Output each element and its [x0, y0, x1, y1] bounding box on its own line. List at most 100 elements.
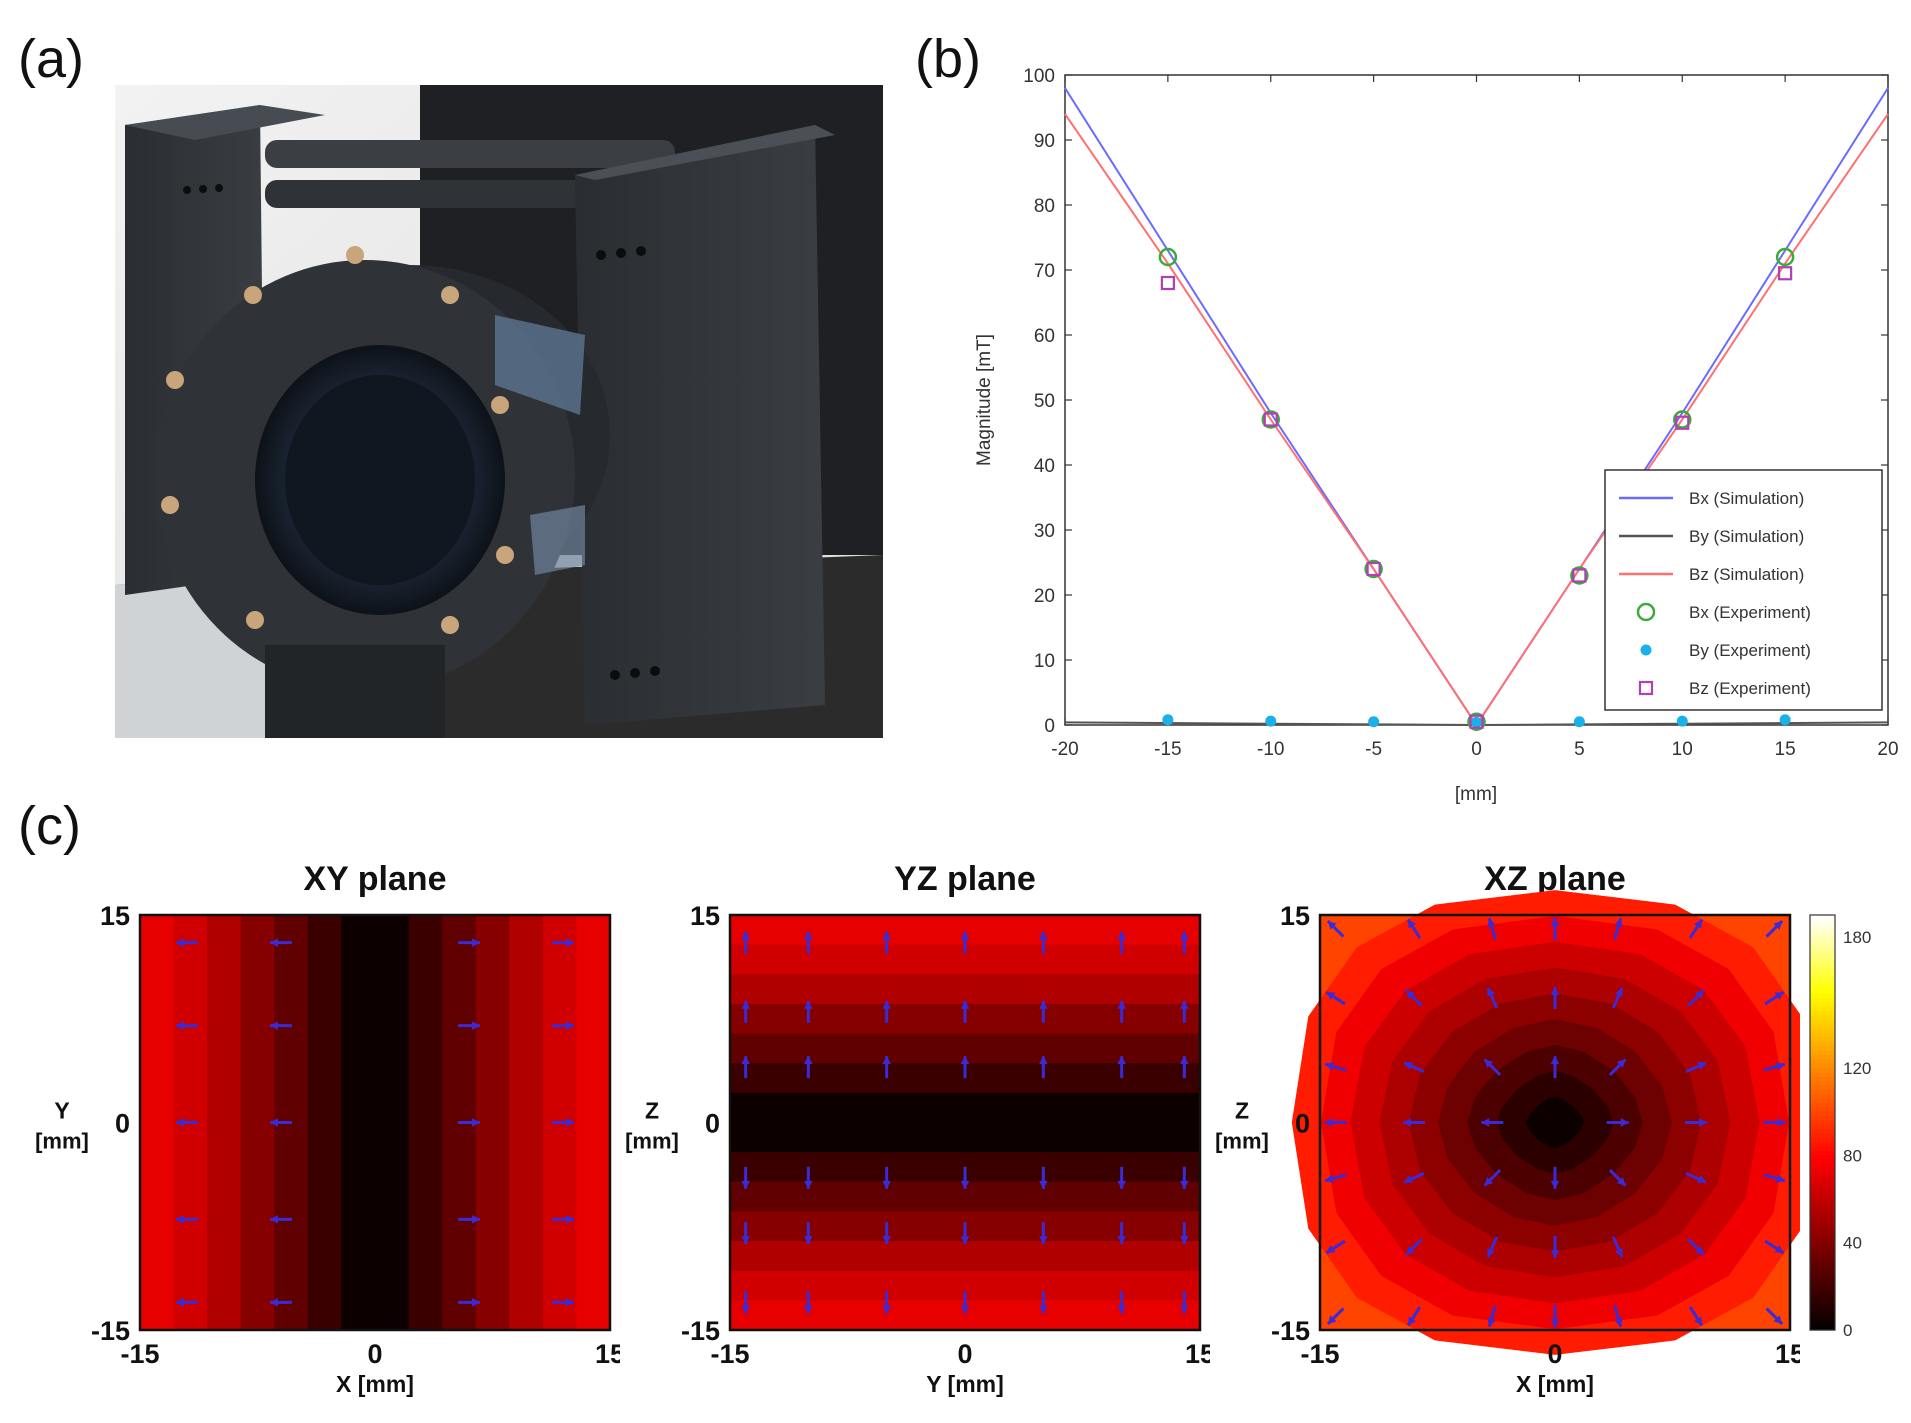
colorbar-step	[1810, 1133, 1835, 1139]
field-arrow-head	[1550, 1250, 1560, 1258]
colorbar-step	[1810, 1046, 1835, 1052]
colorbar-step	[1810, 1102, 1835, 1108]
colorbar-step	[1810, 1238, 1835, 1244]
x-tick-label: 15	[595, 1339, 620, 1369]
field-arrow-head	[1776, 1062, 1785, 1071]
heatmap-title: XY plane	[304, 860, 447, 898]
colorbar-step	[1810, 1212, 1835, 1218]
y-axis-unit: [mm]	[1215, 1129, 1269, 1154]
panel-label-b: (b)	[915, 29, 981, 89]
field-arrow-head	[1697, 1061, 1707, 1070]
field-arrow-head	[1117, 1236, 1126, 1245]
heatmap-frame	[1318, 913, 1792, 1332]
x-tick-label: -5	[1365, 739, 1382, 760]
colorbar-step	[1810, 989, 1835, 995]
y-tick-label: 20	[1034, 586, 1055, 607]
point-bx-experiment	[1467, 712, 1486, 731]
field-arrow-head	[176, 1215, 184, 1224]
colorbar-tick-label: 80	[1843, 1146, 1862, 1165]
colorbar-step	[1810, 949, 1835, 955]
field-arrow-head	[1039, 1180, 1048, 1189]
field-arrow-head	[1616, 1176, 1626, 1186]
colorbar-step	[1810, 1281, 1835, 1287]
colorbar-step	[1810, 1198, 1835, 1204]
field-arrow-head	[1180, 931, 1189, 940]
colorbar-step	[1810, 1059, 1835, 1065]
field-arrows	[741, 931, 1189, 1314]
field-arrow-head	[882, 1305, 891, 1314]
colorbar-step	[1810, 932, 1835, 938]
y-axis-label: Z	[1235, 1098, 1249, 1124]
colorbar-step	[1810, 941, 1835, 947]
y-axis-label: Z	[645, 1098, 659, 1124]
colorbar-step	[1810, 1063, 1835, 1069]
heatmap-band	[509, 915, 544, 1330]
field-arrow-head	[1325, 1062, 1334, 1071]
field-arrow-head	[1327, 1315, 1337, 1324]
colorbar-step	[1810, 1264, 1835, 1270]
field-arrow-head	[270, 1021, 278, 1030]
colorbar-step	[1810, 1220, 1835, 1226]
field-arrow-head	[1408, 919, 1416, 929]
field-arrow-head	[1694, 919, 1702, 929]
field-arrow-head	[1039, 1000, 1048, 1009]
colorbar-step	[1810, 1037, 1835, 1043]
colorbar-step	[1810, 1024, 1835, 1030]
y-tick-label: 15	[1280, 901, 1310, 931]
heatmap-band	[341, 915, 376, 1330]
heatmap-band	[576, 915, 611, 1330]
y-axis-unit: [mm]	[35, 1129, 89, 1154]
legend-box	[1604, 469, 1883, 711]
field-arrow-head	[1487, 918, 1496, 928]
field-arrow-head	[270, 938, 278, 947]
point-by-experiment	[1368, 716, 1380, 728]
y-tick-label: -15	[1271, 1316, 1310, 1346]
colorbar-step	[1810, 1242, 1835, 1248]
field-arrow-head	[1773, 921, 1783, 930]
field-arrow-head	[1180, 1056, 1189, 1065]
point-by-experiment	[1265, 715, 1277, 727]
x-tick-label: -15	[1154, 739, 1181, 760]
field-arrow-head	[882, 931, 891, 940]
colorbar-tick-label: 120	[1843, 1059, 1871, 1078]
colorbar-step	[1810, 1225, 1835, 1231]
heatmap-band	[475, 915, 510, 1330]
y-tick-label: 15	[100, 901, 130, 931]
heatmap-field	[730, 915, 1200, 1331]
field-arrow-head	[1550, 917, 1560, 926]
legend-swatch-bx-experiment	[1636, 602, 1656, 622]
field-arrow-head	[882, 1056, 891, 1065]
colorbar-step	[1810, 1168, 1835, 1174]
legend-label: Bz (Simulation)	[1689, 565, 1804, 584]
colorbar-step	[1810, 1290, 1835, 1296]
colorbar-step	[1810, 1050, 1835, 1056]
x-axis-label: X [mm]	[336, 1371, 414, 1397]
field-arrow-head	[741, 931, 750, 940]
colorbar-step	[1810, 1247, 1835, 1252]
field-arrow-head	[1324, 1118, 1333, 1127]
field-arrow-head	[1487, 987, 1496, 997]
field-arrow-head	[960, 1236, 970, 1245]
colorbar-step	[1810, 1085, 1835, 1091]
field-arrow-head	[1180, 1236, 1189, 1245]
colorbar-step	[1810, 1233, 1835, 1239]
colorbar-tick-label: 0	[1843, 1321, 1852, 1340]
legend-label: Bx (Experiment)	[1689, 603, 1811, 622]
field-arrow-head	[1550, 1319, 1560, 1328]
colorbar-step	[1810, 1032, 1835, 1038]
colorbar-step	[1810, 1312, 1835, 1318]
colorbar-step	[1810, 1002, 1835, 1008]
field-arrow-head	[566, 1215, 574, 1224]
x-tick-label: -15	[710, 1339, 749, 1369]
x-axis-label: X [mm]	[1516, 1371, 1594, 1397]
field-arrow-head	[1614, 1248, 1623, 1258]
colorbar-step	[1810, 954, 1835, 960]
colorbar-step	[1810, 1094, 1835, 1100]
field-arrow-head	[1614, 1317, 1623, 1327]
point-bx-experiment	[1364, 559, 1383, 579]
legend-label: Bx (Simulation)	[1689, 489, 1804, 508]
field-arrows	[1324, 917, 1786, 1328]
colorbar-step	[1810, 958, 1835, 964]
field-arrow-head	[1550, 987, 1560, 995]
heatmap-band	[730, 1241, 1200, 1272]
